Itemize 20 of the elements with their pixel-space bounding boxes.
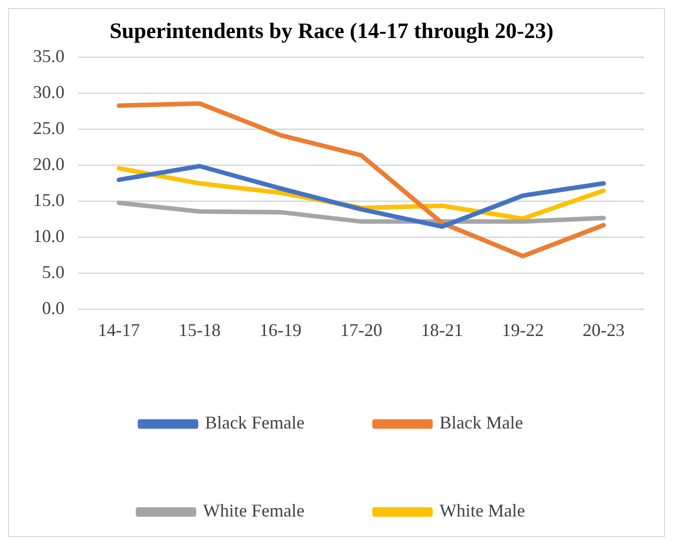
- x-tick-label: 20-23: [582, 320, 625, 340]
- y-tick-label: 20.0: [33, 154, 64, 174]
- y-tick-label: 10.0: [33, 226, 64, 246]
- x-tick-label: 15-18: [178, 320, 221, 340]
- legend-label: Black Male: [440, 412, 523, 433]
- y-tick-label: 0.0: [42, 298, 64, 318]
- y-tick-label: 5.0: [42, 262, 64, 282]
- legend-label: White Female: [203, 500, 305, 521]
- chart-title: Superintendents by Race (14-17 through 20-23): [110, 18, 554, 43]
- legend-label: Black Female: [205, 412, 305, 433]
- y-tick-label: 25.0: [33, 118, 64, 138]
- legend-label: White Male: [440, 500, 525, 521]
- x-tick-label: 16-19: [259, 320, 302, 340]
- y-tick-label: 35.0: [33, 46, 64, 66]
- y-tick-label: 30.0: [33, 82, 64, 102]
- y-tick-label: 15.0: [33, 190, 64, 210]
- x-tick-label: 19-22: [502, 320, 544, 340]
- x-tick-label: 18-21: [421, 320, 464, 340]
- x-tick-label: 17-20: [340, 320, 382, 340]
- x-tick-label: 14-17: [98, 320, 140, 340]
